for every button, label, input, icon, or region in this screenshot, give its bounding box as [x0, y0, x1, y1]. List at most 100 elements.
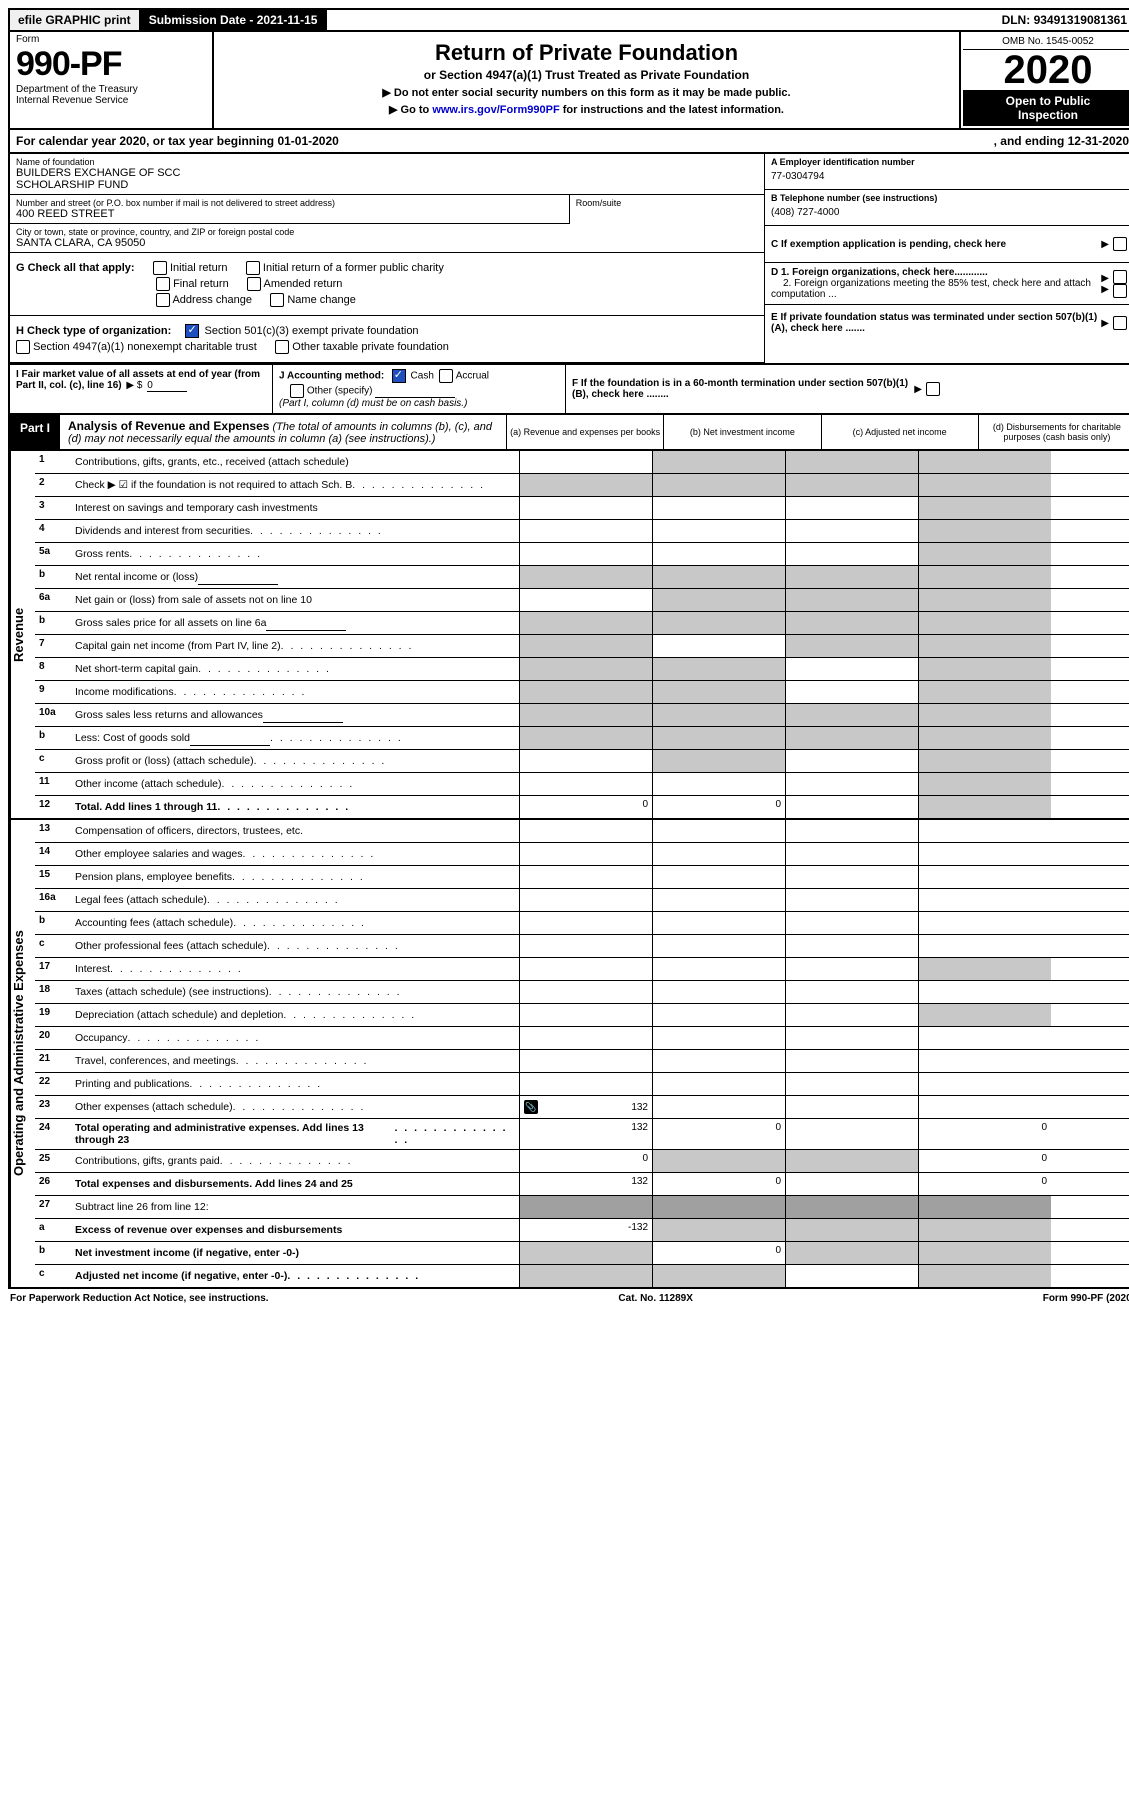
page-footer: For Paperwork Reduction Act Notice, see … — [8, 1289, 1129, 1308]
top-bar: efile GRAPHIC print Submission Date - 20… — [8, 8, 1129, 32]
table-row: 24Total operating and administrative exp… — [35, 1119, 1129, 1150]
chk-final-return[interactable] — [156, 277, 170, 291]
chk-c[interactable] — [1113, 237, 1127, 251]
chk-initial-return[interactable] — [153, 261, 167, 275]
col-a-head: (a) Revenue and expenses per books — [506, 415, 663, 449]
table-row: 22Printing and publications — [35, 1073, 1129, 1096]
g-label: G Check all that apply: — [16, 262, 135, 274]
chk-cash[interactable] — [392, 369, 406, 383]
table-row: 18Taxes (attach schedule) (see instructi… — [35, 981, 1129, 1004]
chk-d1[interactable] — [1113, 270, 1127, 284]
expenses-table: Operating and Administrative Expenses 13… — [8, 820, 1129, 1289]
d2-label: 2. Foreign organizations meeting the 85%… — [771, 278, 1091, 300]
j-label: J Accounting method: — [279, 371, 384, 382]
chk-initial-former[interactable] — [246, 261, 260, 275]
table-row: cAdjusted net income (if negative, enter… — [35, 1265, 1129, 1287]
form-label: Form — [16, 34, 206, 45]
city-state-zip: SANTA CLARA, CA 95050 — [16, 237, 758, 249]
table-row: 14Other employee salaries and wages — [35, 843, 1129, 866]
table-row: bLess: Cost of goods sold — [35, 727, 1129, 750]
foundation-name: BUILDERS EXCHANGE OF SCCSCHOLARSHIP FUND — [16, 167, 758, 191]
table-row: 23Other expenses (attach schedule)📎132 — [35, 1096, 1129, 1119]
h-label: H Check type of organization: — [16, 325, 171, 337]
revenue-side-label: Revenue — [10, 451, 35, 818]
table-row: 26Total expenses and disbursements. Add … — [35, 1173, 1129, 1196]
cal-year-begin: For calendar year 2020, or tax year begi… — [16, 134, 339, 148]
form-number: 990-PF — [16, 45, 206, 84]
tax-year: 2020 — [963, 50, 1129, 90]
table-row: cGross profit or (loss) (attach schedule… — [35, 750, 1129, 773]
table-row: 15Pension plans, employee benefits — [35, 866, 1129, 889]
addr-label: Number and street (or P.O. box number if… — [16, 198, 563, 208]
street-address: 400 REED STREET — [16, 208, 563, 220]
form-subtitle: or Section 4947(a)(1) Trust Treated as P… — [222, 68, 951, 82]
table-row: 13Compensation of officers, directors, t… — [35, 820, 1129, 843]
table-row: 17Interest — [35, 958, 1129, 981]
table-row: 27Subtract line 26 from line 12: — [35, 1196, 1129, 1219]
a-label: A Employer identification number — [771, 157, 915, 167]
table-row: 3Interest on savings and temporary cash … — [35, 497, 1129, 520]
table-row: 25Contributions, gifts, grants paid00 — [35, 1150, 1129, 1173]
footer-right: Form 990-PF (2020) — [1043, 1293, 1129, 1304]
c-label: C If exemption application is pending, c… — [771, 239, 1006, 250]
chk-d2[interactable] — [1113, 284, 1127, 298]
chk-other-taxable[interactable] — [275, 340, 289, 354]
calendar-year-row: For calendar year 2020, or tax year begi… — [8, 130, 1129, 154]
table-row: 2Check ▶ ☑ if the foundation is not requ… — [35, 474, 1129, 497]
part1-title: Analysis of Revenue and Expenses — [68, 419, 269, 433]
table-row: 11Other income (attach schedule) — [35, 773, 1129, 796]
submission-date: Submission Date - 2021-11-15 — [141, 10, 328, 30]
e-label: E If private foundation status was termi… — [771, 312, 1097, 334]
dln: DLN: 93491319081361 — [994, 10, 1129, 30]
table-row: 16aLegal fees (attach schedule) — [35, 889, 1129, 912]
table-row: 10aGross sales less returns and allowanc… — [35, 704, 1129, 727]
table-row: bAccounting fees (attach schedule) — [35, 912, 1129, 935]
f-label: F If the foundation is in a 60-month ter… — [572, 378, 908, 400]
dept-treasury: Department of the Treasury — [16, 84, 206, 95]
b-label: B Telephone number (see instructions) — [771, 193, 937, 203]
form-header: Form 990-PF Department of the Treasury I… — [8, 32, 1129, 130]
table-row: bNet rental income or (loss) — [35, 566, 1129, 589]
chk-f[interactable] — [926, 382, 940, 396]
ijf-row: I Fair market value of all assets at end… — [8, 365, 1129, 415]
efile-print-button[interactable]: efile GRAPHIC print — [10, 10, 141, 30]
expenses-side-label: Operating and Administrative Expenses — [10, 820, 35, 1287]
part1-tab: Part I — [10, 415, 60, 449]
table-row: 8Net short-term capital gain — [35, 658, 1129, 681]
chk-e[interactable] — [1113, 316, 1127, 330]
table-row: 6aNet gain or (loss) from sale of assets… — [35, 589, 1129, 612]
footer-left: For Paperwork Reduction Act Notice, see … — [10, 1293, 269, 1304]
chk-amended-return[interactable] — [247, 277, 261, 291]
table-row: 1Contributions, gifts, grants, etc., rec… — [35, 451, 1129, 474]
table-row: 4Dividends and interest from securities — [35, 520, 1129, 543]
footer-mid: Cat. No. 11289X — [618, 1293, 692, 1304]
attachment-icon[interactable]: 📎 — [524, 1100, 538, 1114]
chk-address-change[interactable] — [156, 293, 170, 307]
table-row: 21Travel, conferences, and meetings — [35, 1050, 1129, 1073]
ein: 77-0304794 — [771, 167, 1129, 186]
chk-4947a1[interactable] — [16, 340, 30, 354]
chk-name-change[interactable] — [270, 293, 284, 307]
col-d-head: (d) Disbursements for charitable purpose… — [978, 415, 1129, 449]
name-label: Name of foundation — [16, 157, 758, 167]
entity-info: Name of foundation BUILDERS EXCHANGE OF … — [8, 154, 1129, 365]
table-row: 9Income modifications — [35, 681, 1129, 704]
note-link: ▶ Go to www.irs.gov/Form990PF for instru… — [222, 103, 951, 116]
table-row: aExcess of revenue over expenses and dis… — [35, 1219, 1129, 1242]
i-value: 0 — [147, 380, 187, 392]
revenue-table: Revenue 1Contributions, gifts, grants, e… — [8, 451, 1129, 820]
dept-irs: Internal Revenue Service — [16, 95, 206, 106]
col-b-head: (b) Net investment income — [663, 415, 820, 449]
room-label: Room/suite — [576, 198, 758, 208]
chk-501c3[interactable] — [185, 324, 199, 338]
table-row: 20Occupancy — [35, 1027, 1129, 1050]
table-row: 12Total. Add lines 1 through 1100 — [35, 796, 1129, 818]
table-row: 7Capital gain net income (from Part IV, … — [35, 635, 1129, 658]
note-ssn: ▶ Do not enter social security numbers o… — [222, 86, 951, 99]
table-row: bNet investment income (if negative, ent… — [35, 1242, 1129, 1265]
chk-accrual[interactable] — [439, 369, 453, 383]
col-c-head: (c) Adjusted net income — [821, 415, 978, 449]
chk-other-method[interactable] — [290, 384, 304, 398]
j-note: (Part I, column (d) must be on cash basi… — [279, 398, 467, 409]
irs-link[interactable]: www.irs.gov/Form990PF — [432, 104, 559, 116]
